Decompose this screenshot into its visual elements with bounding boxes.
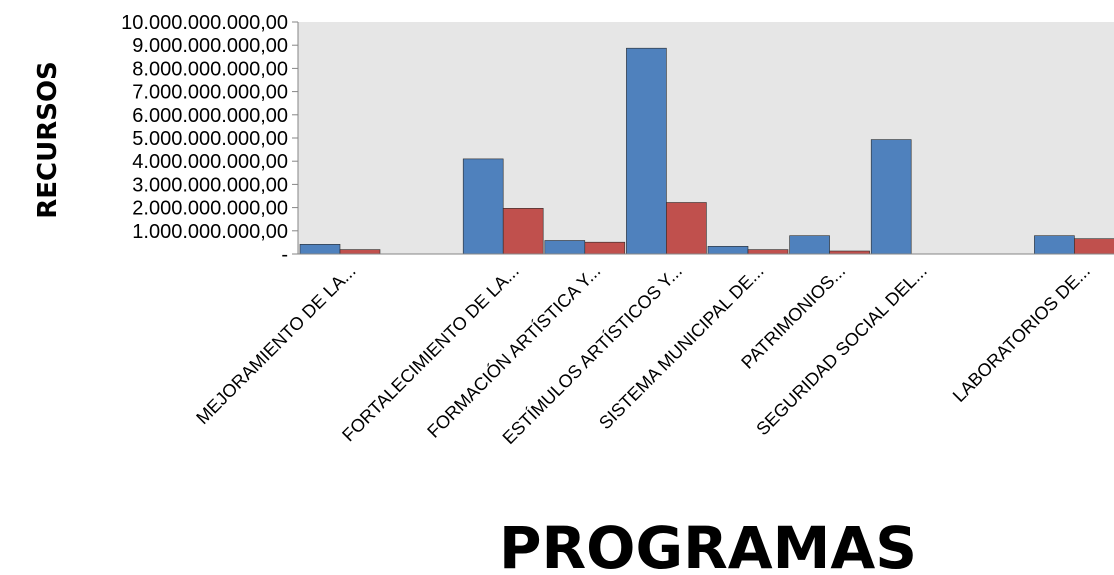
bar-series-1 xyxy=(462,158,504,255)
y-tick-label: 10.000.000.000,00 xyxy=(121,12,288,34)
y-tick-label: 1.000.000.000,00 xyxy=(132,221,288,243)
x-category-labels: MEJORAMIENTO DE LA...FORTALECIMIENTO DE … xyxy=(192,260,1094,448)
y-tick-label: - xyxy=(281,244,288,266)
bar-series-2 xyxy=(584,241,626,255)
x-category-label: FORMACIÓN ARTÍSTICA Y... xyxy=(423,260,605,442)
x-category-label: FORTALECIMIENTO DE LA... xyxy=(338,261,523,446)
bar-series-1 xyxy=(707,246,749,255)
y-tick-label: 6.000.000.000,00 xyxy=(132,105,288,127)
bar-series-2 xyxy=(339,249,381,255)
x-category-label: ESTÍMULOS ARTÍSTICOS Y... xyxy=(499,261,686,448)
y-axis-title: RECURSOS xyxy=(33,61,63,219)
y-tick-label: 3.000.000.000,00 xyxy=(132,174,288,196)
bar-series-1 xyxy=(870,139,912,255)
bar-series-1 xyxy=(789,235,830,255)
y-ticks-group: -1.000.000.000,002.000.000.000,003.000.0… xyxy=(121,12,298,266)
bars-group xyxy=(299,47,1114,255)
y-tick-label: 7.000.000.000,00 xyxy=(132,82,288,104)
bar-series-2 xyxy=(666,202,707,255)
bar-series-1 xyxy=(626,47,667,255)
y-tick-label: 5.000.000.000,00 xyxy=(132,128,288,150)
x-category-label: MEJORAMIENTO DE LA... xyxy=(192,261,359,428)
bar-series-1 xyxy=(299,244,341,255)
x-category-label: SEGURIDAD SOCIAL DEL... xyxy=(752,261,930,439)
y-tick-label: 9.000.000.000,00 xyxy=(132,35,288,57)
bar-series-2 xyxy=(1074,238,1114,255)
bar-series-1 xyxy=(1034,235,1075,255)
y-tick-label: 4.000.000.000,00 xyxy=(132,151,288,173)
y-tick-label: 2.000.000.000,00 xyxy=(132,198,288,220)
bar-series-1 xyxy=(544,240,586,255)
bar-series-2 xyxy=(747,249,789,255)
x-category-label: LABORATORIOS DE... xyxy=(949,261,1094,406)
bar-series-2 xyxy=(502,208,544,255)
x-axis-title: PROGRAMAS xyxy=(499,514,917,575)
y-tick-label: 8.000.000.000,00 xyxy=(132,58,288,80)
x-category-label: SISTEMA MUNICIPAL DE... xyxy=(595,261,768,434)
